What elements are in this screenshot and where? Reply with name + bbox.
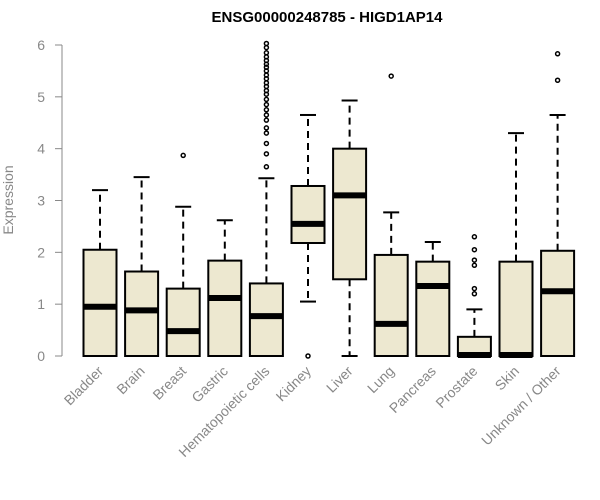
outlier-point bbox=[471, 285, 478, 292]
chart-title: ENSG00000248785 - HIGD1AP14 bbox=[212, 9, 444, 26]
x-tick-label: Brain bbox=[113, 363, 147, 397]
y-tick-label: 4 bbox=[37, 141, 45, 157]
box-body bbox=[82, 248, 118, 357]
outlier-point bbox=[263, 112, 270, 118]
box-body bbox=[498, 260, 534, 357]
box-body bbox=[124, 270, 160, 357]
outlier-point bbox=[263, 50, 270, 56]
box-body bbox=[332, 147, 368, 281]
x-tick-label: Skin bbox=[492, 363, 523, 394]
box-liver bbox=[332, 99, 368, 357]
x-tick-label: Liver bbox=[323, 363, 356, 396]
outlier-point bbox=[263, 40, 270, 47]
x-tick-label: Kidney bbox=[273, 363, 315, 405]
box-prostate bbox=[456, 234, 492, 358]
outlier-point bbox=[263, 130, 270, 136]
box-unknown-other bbox=[540, 51, 576, 357]
outlier-point bbox=[471, 291, 478, 297]
box-bladder bbox=[82, 189, 118, 357]
outlier-point bbox=[554, 51, 561, 57]
box-body bbox=[165, 287, 201, 357]
box-body bbox=[290, 184, 326, 245]
outlier-point bbox=[471, 234, 478, 240]
outlier-point bbox=[305, 353, 311, 359]
outlier-point bbox=[388, 73, 394, 79]
x-tick-label: Breast bbox=[149, 363, 189, 403]
x-tick-label: Lung bbox=[364, 363, 397, 396]
outlier-point bbox=[263, 151, 270, 157]
x-tick-label: Bladder bbox=[61, 363, 107, 409]
y-axis-label: Expression bbox=[0, 165, 16, 234]
box-body bbox=[207, 259, 243, 358]
x-tick-label: Prostate bbox=[432, 363, 480, 411]
box-body bbox=[248, 282, 284, 357]
outlier-point bbox=[471, 262, 478, 269]
box-pancreas bbox=[415, 240, 451, 357]
box-brain bbox=[124, 176, 160, 357]
outlier-point bbox=[180, 152, 186, 159]
box-body bbox=[540, 249, 576, 357]
y-tick-label: 1 bbox=[37, 296, 45, 312]
y-axis-ticks: 0 1 2 3 4 5 6 bbox=[37, 37, 62, 364]
box-body bbox=[415, 260, 451, 357]
box-skin bbox=[498, 132, 534, 358]
boxes-layer bbox=[82, 40, 576, 359]
outlier-point bbox=[263, 125, 270, 131]
y-tick-label: 2 bbox=[37, 244, 45, 260]
y-tick-label: 6 bbox=[37, 37, 45, 53]
outlier-point bbox=[263, 164, 270, 170]
y-tick-label: 5 bbox=[37, 89, 45, 105]
box-breast bbox=[165, 152, 201, 357]
outlier-point bbox=[263, 64, 270, 71]
box-kidney bbox=[290, 113, 326, 359]
outlier-point bbox=[263, 101, 270, 108]
outlier-point bbox=[263, 96, 270, 103]
outlier-point bbox=[471, 246, 478, 253]
outlier-point bbox=[263, 117, 270, 123]
outlier-point bbox=[263, 107, 270, 113]
x-tick-label: Unknown / Other bbox=[478, 363, 564, 449]
y-tick-label: 3 bbox=[37, 193, 45, 209]
outlier-point bbox=[554, 77, 561, 83]
outlier-point bbox=[471, 257, 478, 263]
box-hematopoietic-cells bbox=[248, 40, 284, 357]
outlier-point bbox=[263, 140, 270, 147]
y-tick-label: 0 bbox=[37, 348, 45, 364]
box-body bbox=[373, 253, 409, 357]
box-gastric bbox=[207, 219, 243, 358]
box-lung bbox=[373, 73, 409, 357]
